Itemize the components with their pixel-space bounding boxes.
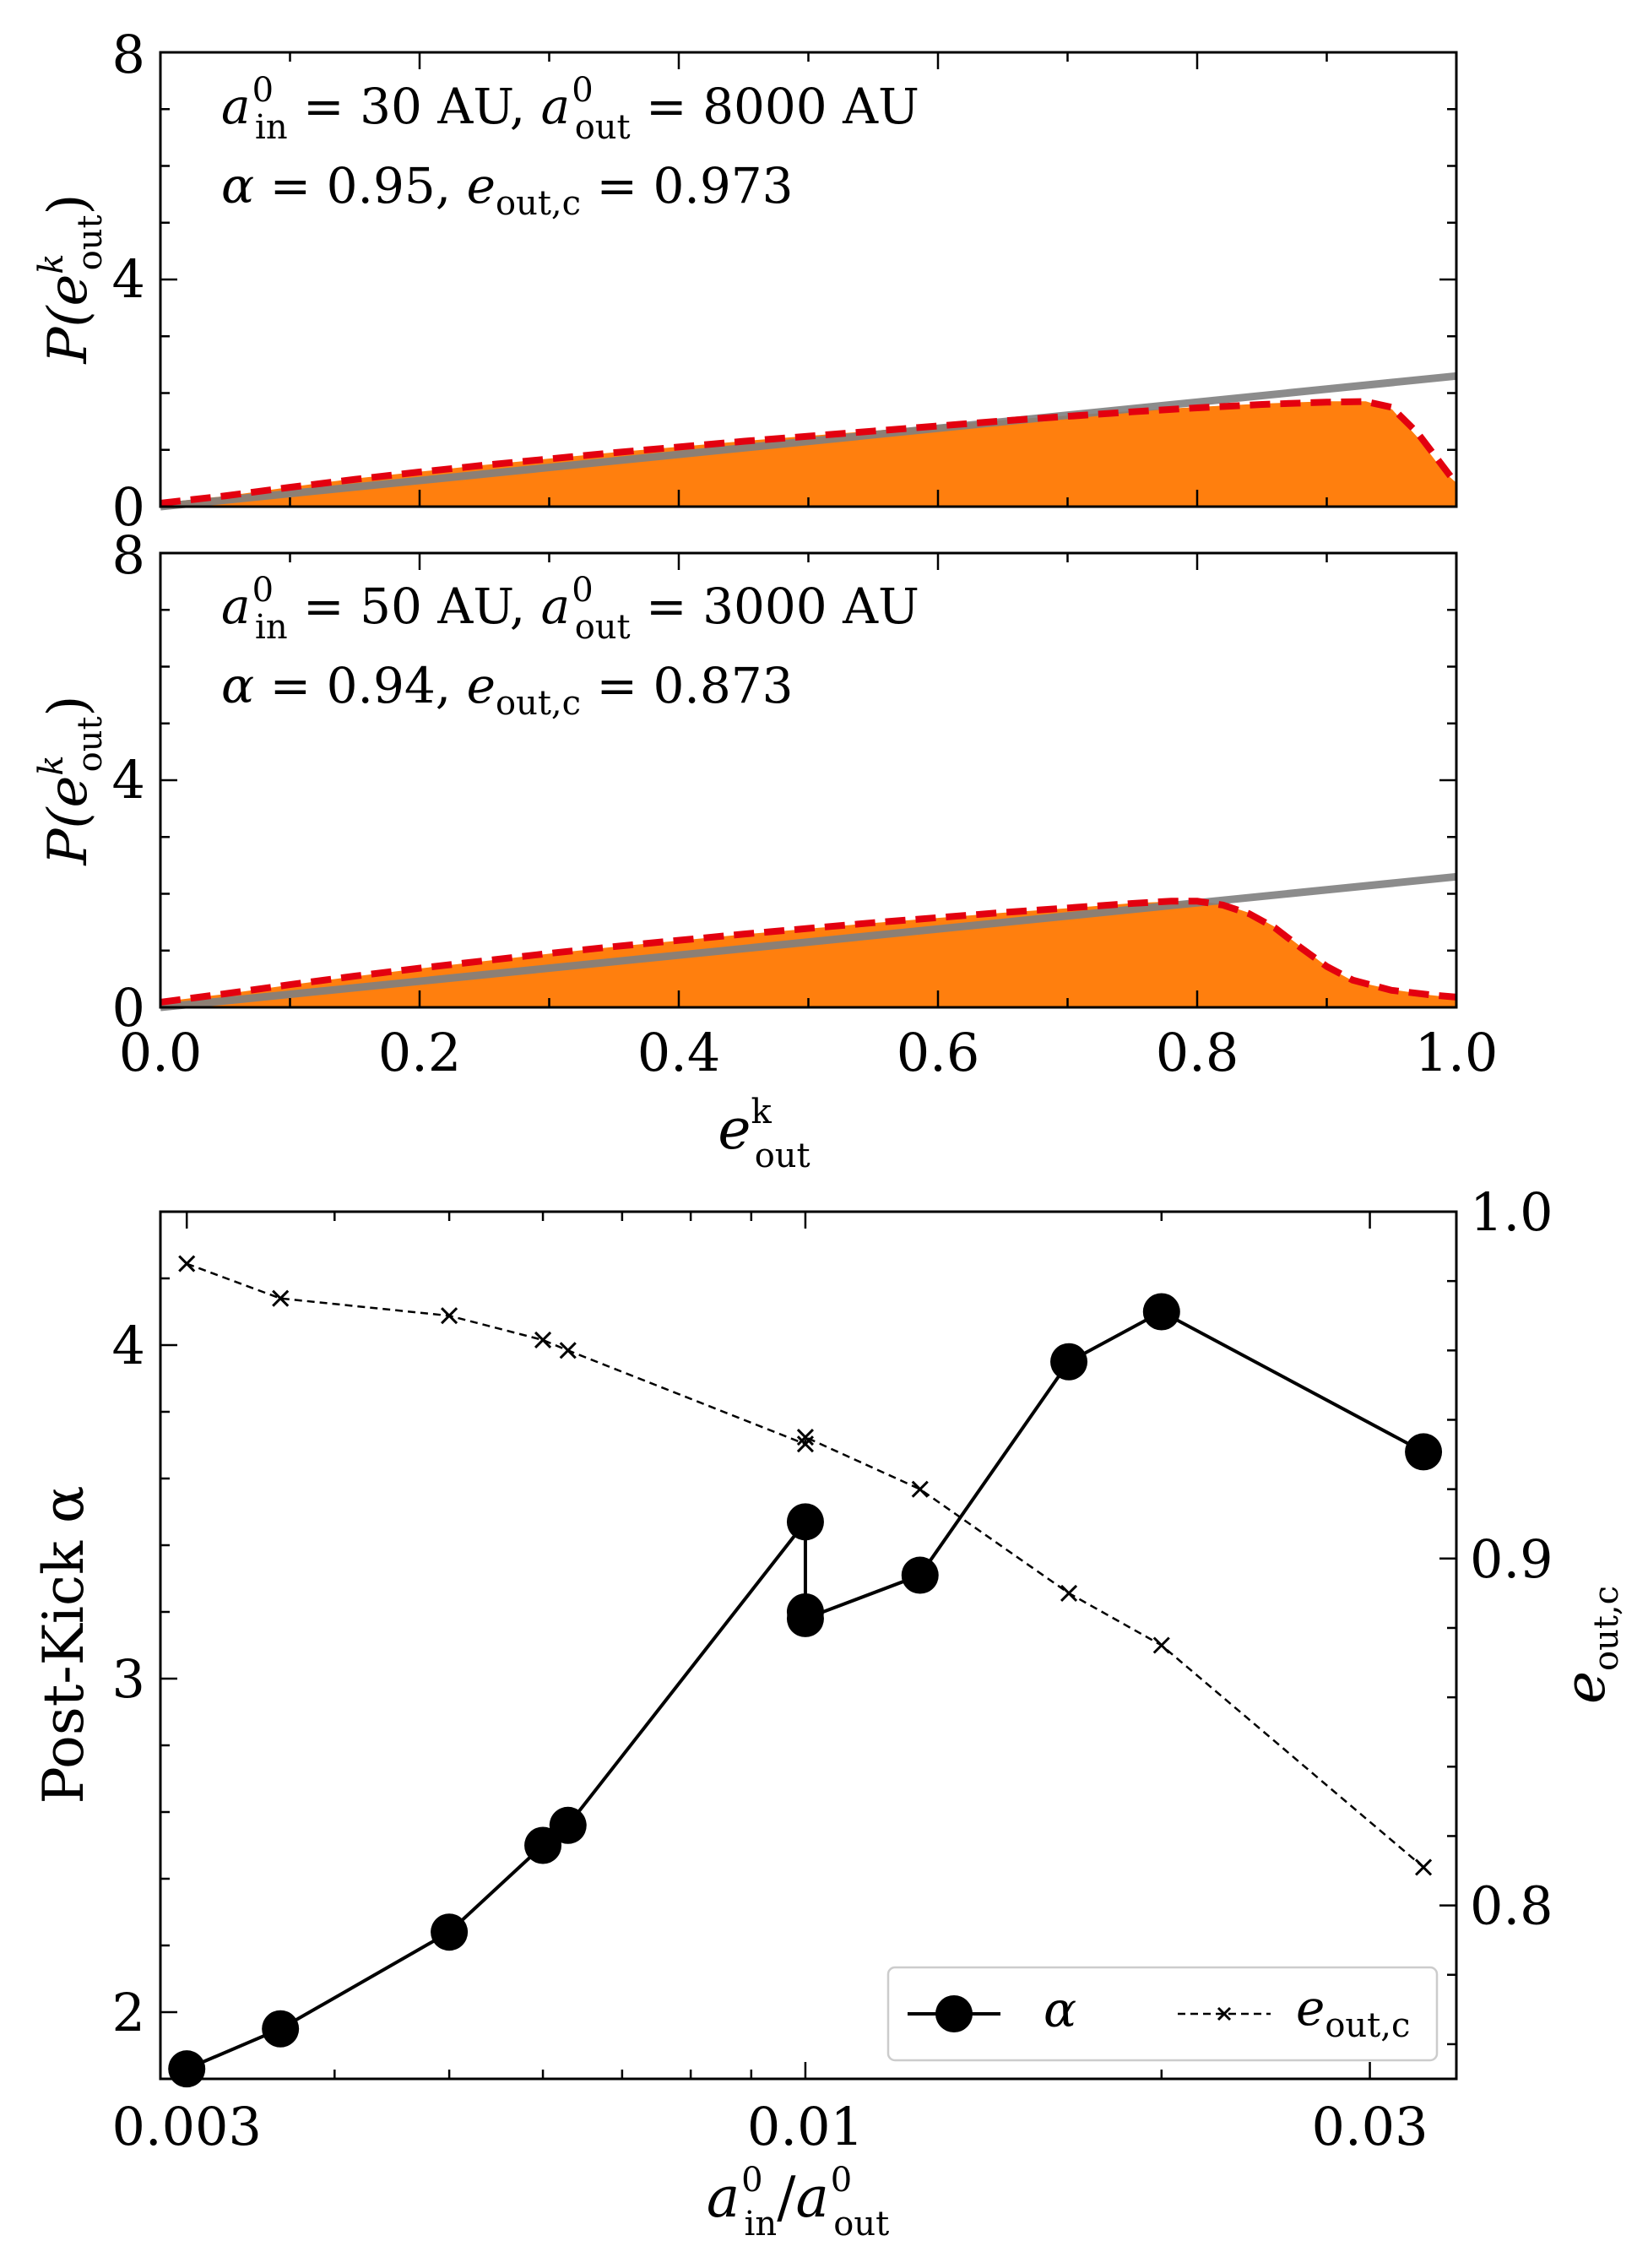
e-out-c-point-stroke xyxy=(1152,1636,1170,1654)
e-out-c-point-stroke xyxy=(272,1289,290,1307)
e-out-c-point xyxy=(796,1435,815,1453)
e-out-c-point-stroke xyxy=(559,1342,577,1359)
e-out-c-point xyxy=(272,1289,290,1307)
xtick-0.0: 0.0 xyxy=(119,1022,203,1083)
bottom-xlabel: a0 in/a0 out xyxy=(707,2161,889,2244)
top-annotation-line2: α = 0.95, eout,c = 0.973 xyxy=(221,157,794,223)
top-ylabel: P(ekout) xyxy=(32,193,110,364)
bottom-ylabel-left: Post-Kick α xyxy=(31,1485,96,1804)
alpha-point xyxy=(1142,1293,1180,1331)
e-out-c-point xyxy=(1152,1636,1170,1654)
bottom-ytick-left-label: 2 xyxy=(112,1982,145,2043)
alpha-point xyxy=(786,1503,824,1541)
legend-frame xyxy=(886,1966,1439,2062)
e-out-c-point xyxy=(441,1307,458,1325)
bottom-plot-area xyxy=(168,1255,1443,2088)
e-out-c-point-stroke xyxy=(796,1435,815,1453)
bottom-ytick-left-label: 4 xyxy=(112,1315,145,1376)
middle-ticks xyxy=(159,551,1458,1009)
middle-panel: 0 4 8 0.0 0.2 0.4 0.6 0.8 1.0 a0 in = 50 … xyxy=(32,524,1498,1175)
bottom-xtick-label: 0.03 xyxy=(1312,2096,1428,2157)
bottom-panel: 0.003 0.01 0.03 2 3 4 0.8 0.9 1.0 Post-Kick α eo… xyxy=(31,1181,1626,2244)
top-ytick-0: 0 xyxy=(112,476,145,538)
bottom-ylabel-right: eout,c xyxy=(1553,1586,1626,1704)
top-ytick-4: 4 xyxy=(112,248,145,310)
middle-annotation-line1: a0 in = 50 AU, a0 out = 3000 AU xyxy=(221,571,919,647)
alpha-line xyxy=(186,1310,1425,2070)
top-ticks xyxy=(159,51,1458,508)
bottom-ytick-right-label: 0.8 xyxy=(1470,1875,1553,1937)
xtick-0.4: 0.4 xyxy=(637,1022,721,1083)
middle-reference-line xyxy=(160,872,1457,1012)
e-out-c-point xyxy=(559,1342,577,1359)
legend-e-marker xyxy=(1217,2006,1232,2021)
top-histogram xyxy=(160,401,1457,507)
alpha-point xyxy=(786,1599,824,1637)
alpha-point xyxy=(431,1913,469,1951)
bottom-ytick-right-label: 1.0 xyxy=(1470,1181,1553,1243)
e-out-c-point xyxy=(1415,1858,1433,1876)
bottom-ytick-left-label: 3 xyxy=(112,1648,145,1710)
alpha-point xyxy=(549,1806,587,1844)
e-out-c-point xyxy=(796,1428,815,1446)
alpha-point xyxy=(901,1556,939,1594)
middle-ytick-4: 4 xyxy=(112,749,145,811)
top-fit-curve xyxy=(160,398,1460,507)
bottom-xtick-label: 0.003 xyxy=(111,2096,262,2157)
e-out-c-point-stroke xyxy=(178,1255,196,1272)
e-out-c-point xyxy=(1060,1584,1078,1602)
bottom-panel-frame xyxy=(159,1210,1458,2081)
middle-ytick-8: 8 xyxy=(112,524,145,586)
xtick-0.2: 0.2 xyxy=(378,1022,462,1083)
top-panel: 0 4 8 a0 in = 30 AU, a0 out = 8000 AU α = … xyxy=(32,24,1460,538)
top-annotation-line1: a0 in = 30 AU, a0 out = 8000 AU xyxy=(221,71,919,147)
alpha-point xyxy=(262,2010,300,2048)
e-out-c-point xyxy=(911,1480,929,1498)
e-out-c-point-stroke xyxy=(441,1307,458,1325)
legend-e-label: eout,c xyxy=(1296,1979,1410,2045)
middle-ytick-0: 0 xyxy=(112,977,145,1039)
e-out-c-point-stroke xyxy=(1415,1858,1433,1876)
e-out-c-point xyxy=(178,1255,196,1272)
top-plot-area xyxy=(160,372,1460,511)
xtick-1.0: 1.0 xyxy=(1415,1022,1499,1083)
e-out-c-point-stroke xyxy=(534,1331,552,1349)
middle-fit-curve xyxy=(160,898,1457,1006)
e-out-c-point xyxy=(534,1331,552,1349)
middle-annotation-line2: α = 0.94, eout,c = 0.873 xyxy=(221,657,794,723)
bottom-ytick-right-label: 0.9 xyxy=(1470,1528,1553,1590)
alpha-point xyxy=(1405,1433,1443,1471)
e-out-c-point-stroke xyxy=(1060,1584,1078,1602)
xtick-0.6: 0.6 xyxy=(897,1022,980,1083)
middle-plot-area xyxy=(160,872,1457,1012)
legend: α eout,c xyxy=(886,1966,1439,2062)
legend-alpha-marker xyxy=(935,1995,973,2032)
e-out-c-point-stroke xyxy=(911,1480,929,1498)
top-ytick-8: 8 xyxy=(112,24,145,85)
bottom-ticks: 0.003 0.01 0.03 2 3 4 0.8 0.9 1.0 xyxy=(111,1181,1553,2157)
middle-xlabel: ek out xyxy=(718,1093,810,1175)
xtick-0.8: 0.8 xyxy=(1156,1022,1239,1083)
e-out-c-point-stroke xyxy=(796,1428,815,1446)
alpha-point xyxy=(1050,1343,1088,1381)
bottom-xtick-label: 0.01 xyxy=(747,2096,864,2157)
middle-ylabel: P(ekout) xyxy=(32,695,110,865)
top-reference-line xyxy=(160,372,1457,511)
legend-alpha-label: α xyxy=(1044,1981,1076,2038)
alpha-point xyxy=(524,1826,562,1864)
